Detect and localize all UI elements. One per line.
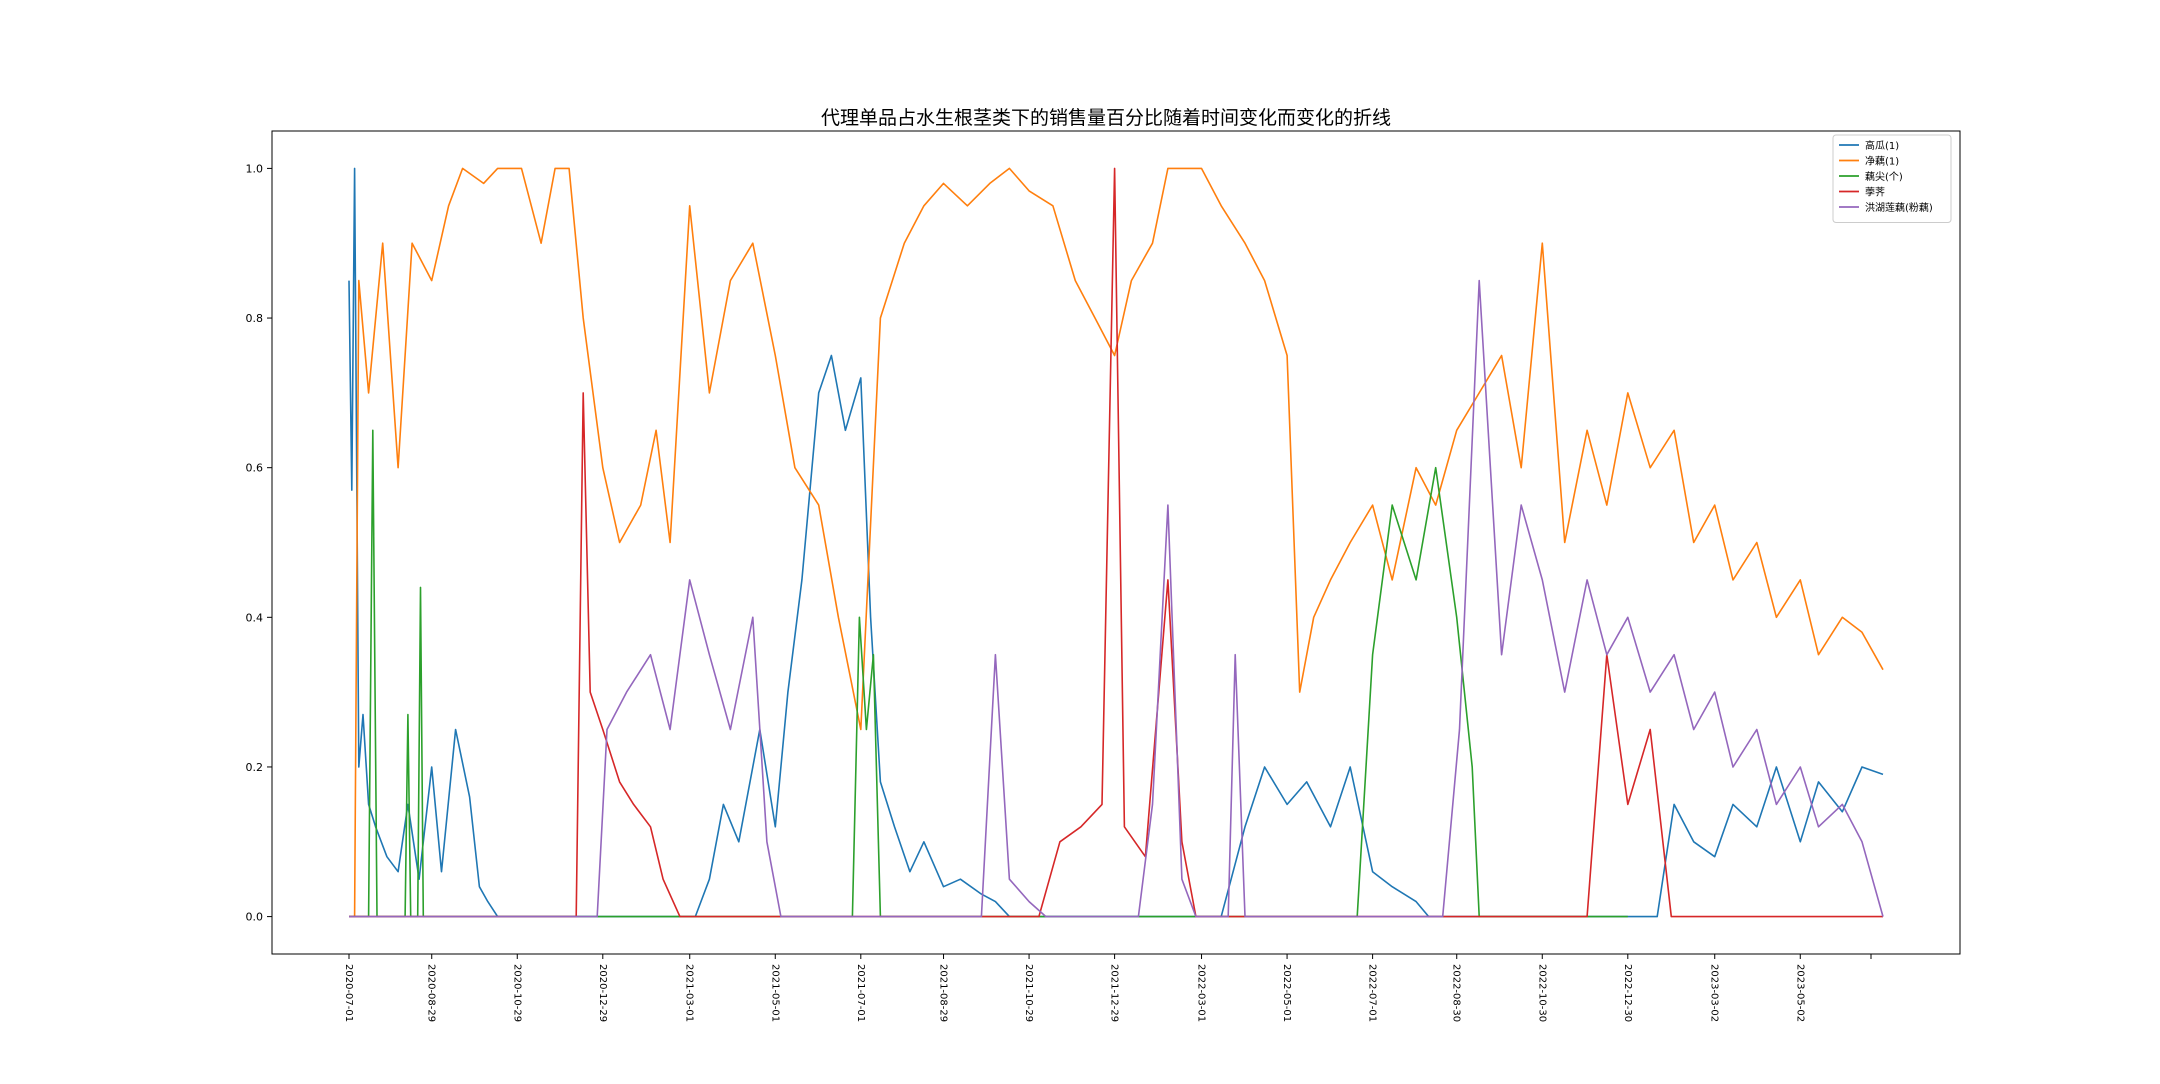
y-tick-label: 0.6 [246,462,264,475]
x-tick-label: 2021-08-29 [938,964,949,1022]
x-tick-label: 2022-05-01 [1281,964,1292,1022]
x-tick-label: 2021-05-01 [769,964,780,1022]
x-tick-label: 2022-08-30 [1451,964,1462,1022]
y-tick-label: 0.0 [246,911,264,924]
legend-label: 高瓜(1) [1865,139,1899,152]
legend-box [1832,134,1952,223]
x-tick-label: 2023-05-02 [1794,964,1805,1022]
x-tick-label: 2023-03-02 [1709,964,1720,1022]
x-tick-label: 2020-07-01 [343,964,354,1022]
x-tick-label: 2021-10-29 [1023,964,1034,1022]
chart-title: 代理单品占水生根茎类下的销售量百分比随着时间变化而变化的折线 [821,107,1391,129]
legend-label: 洪湖莲藕(粉藕) [1865,201,1933,214]
legend-label: 净藕(1) [1865,155,1899,168]
series-line-4 [349,167,1883,918]
x-tick-label: 2020-08-29 [426,964,437,1022]
axes: 0.0 0.2 0.4 0.6 0.8 1.0 2020-07-01 2020-08-29 20… [246,162,1872,1022]
series-line-2 [349,167,1884,918]
x-tick-label: 2022-10-30 [1536,964,1547,1022]
y-tick-label: 0.8 [246,312,264,325]
x-tick-label: 2022-07-01 [1367,964,1378,1022]
x-tick-label: 2021-12-29 [1109,964,1120,1022]
y-tick-label: 0.4 [246,611,264,624]
series-line-5 [349,279,1884,918]
legend-label: 藕尖(个) [1865,170,1903,183]
x-tick-label: 2020-10-29 [511,964,522,1022]
x-tick-label: 2020-12-29 [597,964,608,1022]
x-tick-label: 2022-12-30 [1622,964,1633,1022]
y-tick-label: 1.0 [246,162,264,175]
plot-area [348,167,1884,918]
x-tick-label: 2021-03-01 [684,964,695,1022]
y-tick-label: 0.2 [246,761,264,774]
x-tick-label: 2022-03-01 [1196,964,1207,1022]
x-tick-label: 2021-07-01 [855,964,866,1022]
axes-frame [271,130,1961,955]
legend-label: 荸荠 [1865,187,1885,199]
